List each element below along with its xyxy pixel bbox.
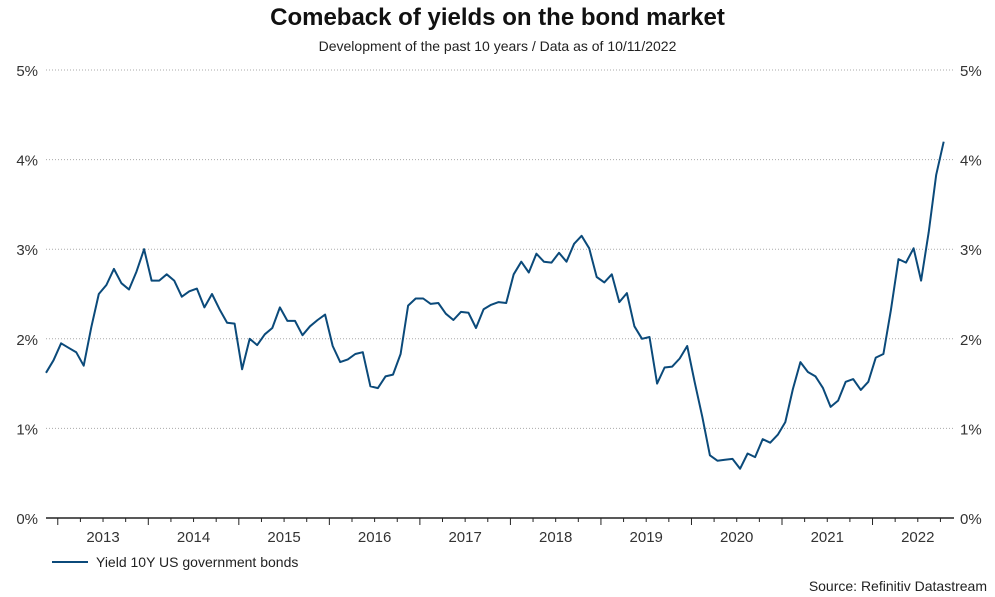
y-tick-label-right: 3% — [960, 242, 982, 259]
y-tick-label-left: 4% — [16, 153, 38, 170]
x-tick-label: 2017 — [448, 529, 481, 546]
y-tick-label-left: 0% — [16, 511, 38, 528]
x-tick-label: 2020 — [720, 529, 753, 546]
legend-swatch — [52, 561, 88, 563]
legend-label: Yield 10Y US government bonds — [96, 554, 299, 570]
chart-subtitle: Development of the past 10 years / Data … — [318, 38, 677, 54]
x-tick-label: 2018 — [539, 529, 572, 546]
legend: Yield 10Y US government bonds — [52, 554, 298, 570]
y-tick-label-right: 4% — [960, 153, 982, 170]
y-tick-label-left: 2% — [16, 332, 38, 349]
x-tick-label: 2014 — [177, 529, 210, 546]
x-tick-label: 2019 — [630, 529, 663, 546]
x-tick-label: 2021 — [811, 529, 844, 546]
y-tick-label-left: 1% — [16, 421, 38, 438]
x-tick-label: 2015 — [267, 529, 300, 546]
series-line — [45, 141, 945, 470]
y-tick-label-right: 1% — [960, 421, 982, 438]
y-tick-label-left: 3% — [16, 242, 38, 259]
y-tick-label-right: 0% — [960, 511, 982, 528]
y-tick-label-right: 2% — [960, 332, 982, 349]
x-tick-label: 2022 — [901, 529, 934, 546]
source-note: Source: Refinitiv Datastream — [808, 578, 987, 594]
y-tick-label-left: 5% — [16, 63, 38, 80]
y-tick-label-right: 5% — [960, 63, 982, 80]
chart-title: Comeback of yields on the bond market — [270, 4, 725, 31]
x-tick-label: 2013 — [86, 529, 119, 546]
x-tick-label: 2016 — [358, 529, 391, 546]
